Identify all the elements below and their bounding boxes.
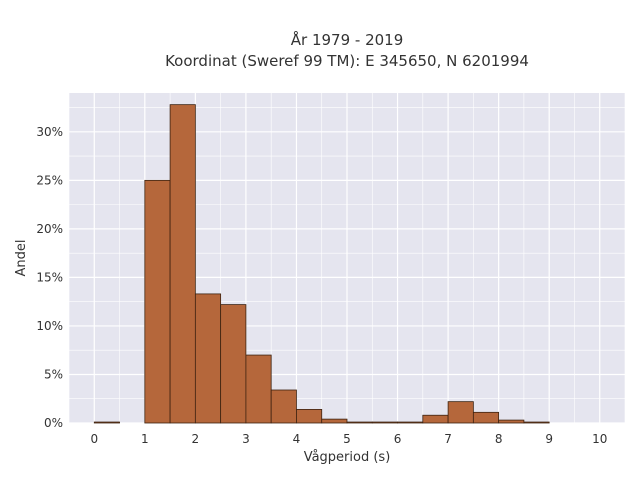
chart-title-line-1: År 1979 - 2019 xyxy=(291,30,404,49)
x-tick-label: 5 xyxy=(343,432,351,446)
histogram-bar xyxy=(447,401,474,424)
y-tick-label: 30% xyxy=(36,125,63,139)
y-tick-label: 0% xyxy=(44,416,63,430)
x-tick-label: 1 xyxy=(141,432,149,446)
histogram-bar xyxy=(93,421,120,424)
x-tick-label: 4 xyxy=(293,432,301,446)
histogram-bar xyxy=(270,389,297,424)
x-tick-label: 2 xyxy=(192,432,200,446)
histogram-bar xyxy=(321,418,348,424)
x-axis-ticks: 0 1 2 3 4 5 6 7 8 9 10 xyxy=(90,432,607,446)
x-axis-label: Vågperiod (s) xyxy=(304,450,391,465)
histogram-bar xyxy=(245,354,272,424)
y-axis-ticks: 0% 5% 10% 15% 20% 25% 30% xyxy=(36,125,63,430)
histogram-bar xyxy=(472,411,500,424)
histogram-bar xyxy=(346,421,373,424)
y-axis-label: Andel xyxy=(14,240,29,277)
histogram-bar xyxy=(169,104,196,424)
histogram-bar xyxy=(422,414,449,424)
histogram-bar xyxy=(523,421,550,424)
bars xyxy=(93,104,550,424)
histogram-bar xyxy=(397,421,424,424)
histogram-bar xyxy=(144,179,171,424)
chart-title-line-2: Koordinat (Sweref 99 TM): E 345650, N 62… xyxy=(165,52,529,70)
histogram-bar xyxy=(194,293,222,424)
x-tick-label: 3 xyxy=(242,432,250,446)
x-tick-label: 9 xyxy=(545,432,553,446)
histogram-bar xyxy=(220,304,247,424)
y-tick-label: 25% xyxy=(36,173,63,187)
x-tick-label: 0 xyxy=(90,432,98,446)
x-tick-label: 6 xyxy=(394,432,402,446)
x-tick-label: 7 xyxy=(444,432,452,446)
y-tick-label: 10% xyxy=(36,319,63,333)
x-tick-label: 10 xyxy=(592,432,607,446)
y-tick-label: 5% xyxy=(44,367,63,381)
histogram-bar xyxy=(498,419,525,424)
x-tick-label: 8 xyxy=(495,432,503,446)
y-tick-label: 15% xyxy=(36,270,63,284)
grid-lines xyxy=(68,93,626,424)
histogram-bar xyxy=(371,421,398,424)
y-tick-label: 20% xyxy=(36,222,63,236)
histogram-bar xyxy=(296,409,323,424)
